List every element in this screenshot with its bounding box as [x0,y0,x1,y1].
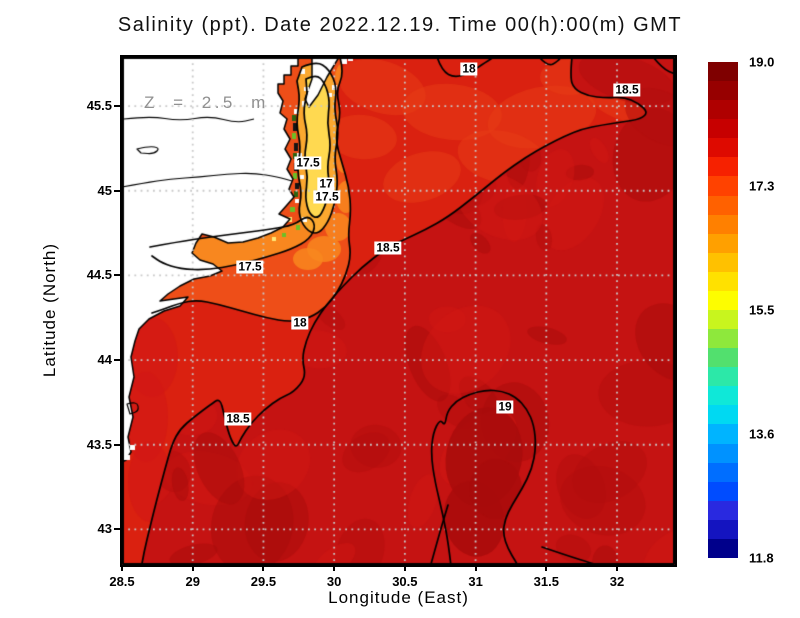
x-tick-label: 30 [326,574,342,589]
colorbar-block [708,481,738,501]
x-tickmark [545,565,548,571]
colorbar-block [708,271,738,291]
y-tickmark [114,443,122,446]
x-tickmark [121,565,123,571]
colorbar-block [708,367,738,387]
colorbar-block [708,290,738,311]
colorbar-block [708,519,738,539]
x-tick-label: 31 [468,574,483,589]
x-tickmark [616,565,618,571]
colorbar-block [708,138,738,158]
plot-frame: Z = 2.5 m 18 18.5 17.5 17 17.5 17.5 18 18.5 18.5… [120,55,677,567]
y-tickmark [114,359,122,362]
colorbar-block [708,329,738,349]
x-tickmark [191,565,194,571]
x-axis-title: Longitude (East) [328,588,469,607]
y-tick-label: 44.5 [86,267,112,283]
colorbar-block [708,443,738,463]
y-axis-title: Latitude (North) [40,242,59,378]
x-tickmark [262,565,265,571]
colorbar-tick-label: 17.3 [749,178,775,194]
colorbar-block [708,119,738,139]
x-tick-label: 29.5 [250,574,277,589]
colorbar-block [708,348,738,368]
x-tick-label: 32 [609,574,625,589]
y-tick-label: 44 [97,352,112,368]
salinity-heatmap-canvas [122,57,675,565]
colorbar-block [708,214,738,234]
colorbar-block [708,62,738,82]
x-tick-label: 28.5 [109,574,135,589]
y-tick-label: 43 [97,521,112,537]
y-tickmark [114,528,122,531]
x-tick-label: 31.5 [533,574,559,589]
y-tickmark [114,105,122,108]
y-tickmark [114,274,122,277]
colorbar-block [708,157,738,177]
colorbar-block [708,310,738,330]
x-tickmark [474,565,477,571]
colorbar-block [708,233,738,253]
colorbar-block [708,538,738,559]
figure-title: Salinity (ppt). Date 2022.12.19. Time 00… [117,14,683,36]
y-tick-label: 45 [97,182,112,198]
colorbar-block [708,252,738,272]
x-tickmark [403,565,406,571]
y-axis-ticks: 45.5 45 44.5 44 43.5 43 [74,57,122,565]
x-tickmark [333,565,336,571]
y-tick-label: 43.5 [86,436,112,452]
colorbar-block [708,81,738,101]
colorbar-block [708,386,738,406]
y-tickmark [114,189,122,192]
colorbar-tick-label: 15.5 [749,302,775,318]
x-tick-label: 29 [185,574,200,589]
colorbar-block [708,100,738,120]
colorbar-labels: 19.0 17.3 15.5 13.6 11.8 [746,55,798,566]
colorbar-block [708,405,738,425]
colorbar-block [708,500,738,520]
colorbar-block [708,462,738,482]
y-tick-label: 45.5 [86,98,112,114]
colorbar-block [708,424,738,444]
colorbar-tick-label: 11.8 [749,550,774,566]
x-tick-label: 30.5 [392,574,418,589]
colorbar-tick-label: 13.6 [749,426,775,442]
colorbar-tick-label: 19.0 [749,54,775,70]
colorbar-block [708,176,738,196]
x-axis-ticks: 28.5 29 29.5 30 30.5 31 31.5 32 [109,565,675,599]
colorbar-block [708,195,738,215]
colorbar [708,62,738,559]
